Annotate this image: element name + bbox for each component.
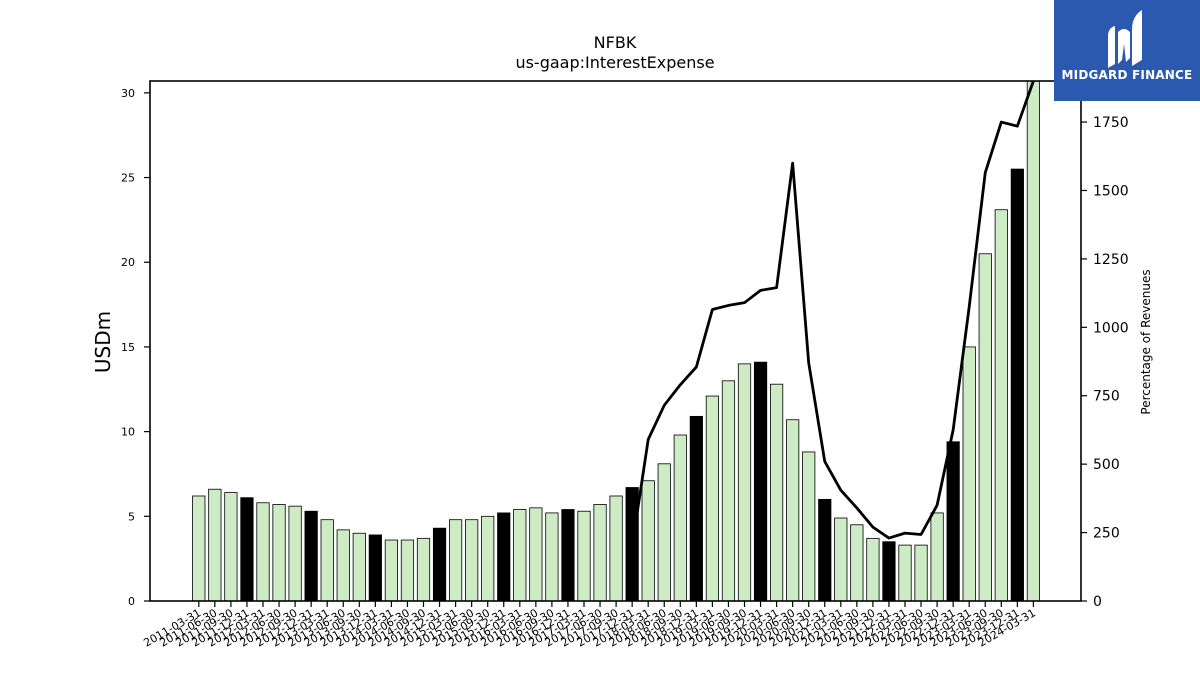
bar-2022-06-30 bbox=[914, 544, 928, 602]
bar-2015-09-30 bbox=[481, 515, 495, 602]
bar-2012-09-30 bbox=[288, 505, 302, 602]
y-tick-label: 0 bbox=[128, 595, 135, 608]
y2-tick-label: 0 bbox=[1093, 594, 1102, 610]
bar-2019-09-30 bbox=[737, 363, 752, 602]
chart-subtitle: us-gaap:InterestExpense bbox=[515, 53, 714, 72]
axes-group: 0510152025300250500750100012501500175020… bbox=[121, 80, 1129, 650]
y-tick-label: 25 bbox=[121, 172, 135, 185]
bar-2011-03-31 bbox=[192, 495, 206, 602]
y2-tick-label: 1750 bbox=[1093, 115, 1129, 131]
bar-2011-06-30 bbox=[208, 488, 222, 602]
y-tick-label: 10 bbox=[121, 426, 135, 439]
bar-2018-03-31 bbox=[641, 480, 655, 602]
bar-2017-03-31 bbox=[577, 510, 591, 602]
bar-2015-03-31 bbox=[448, 519, 463, 602]
bar-2018-09-30 bbox=[673, 434, 687, 602]
bar-2022-03-31 bbox=[898, 544, 912, 602]
bar-2014-03-31 bbox=[384, 539, 399, 602]
bar-2024-03-31 bbox=[1026, 80, 1040, 602]
bar-2021-06-30 bbox=[850, 524, 864, 602]
y2-axis-label: Percentage of Revenues bbox=[1139, 269, 1153, 414]
chart-title: NFBK bbox=[594, 33, 637, 52]
bar-2019-12-31 bbox=[753, 361, 768, 602]
bar-2014-12-31 bbox=[432, 527, 447, 602]
bar-2019-03-31 bbox=[705, 395, 720, 602]
bar-2015-06-30 bbox=[465, 519, 479, 602]
bar-2016-09-30 bbox=[545, 512, 559, 602]
bar-2013-12-31 bbox=[368, 534, 382, 602]
bar-2018-12-31 bbox=[689, 415, 703, 602]
bar-2018-06-30 bbox=[657, 463, 671, 602]
y2-tick-label: 750 bbox=[1093, 389, 1120, 405]
bar-2012-06-30 bbox=[272, 504, 286, 602]
y-tick-label: 30 bbox=[121, 87, 135, 100]
bar-2011-09-30 bbox=[224, 492, 238, 602]
y-tick-label: 5 bbox=[128, 510, 135, 523]
y2-tick-label: 1500 bbox=[1093, 183, 1129, 199]
bar-2023-12-31 bbox=[1010, 168, 1024, 602]
y2-tick-label: 1000 bbox=[1093, 320, 1129, 336]
brand-logo: MIDGARD FINANCE bbox=[1054, 0, 1200, 101]
bar-2020-09-30 bbox=[802, 451, 816, 602]
bar-2020-06-30 bbox=[786, 419, 800, 602]
bar-2013-09-30 bbox=[352, 532, 366, 602]
y-tick-label: 20 bbox=[121, 256, 135, 269]
line-group bbox=[630, 80, 1035, 547]
bar-2017-06-30 bbox=[593, 504, 607, 602]
bar-2022-12-31 bbox=[946, 441, 960, 602]
bar-2012-03-31 bbox=[256, 502, 270, 602]
bar-2022-09-30 bbox=[930, 512, 944, 602]
midgard-logo-icon bbox=[1108, 10, 1142, 68]
y2-tick-label: 1250 bbox=[1093, 252, 1129, 268]
bar-2023-09-30 bbox=[994, 209, 1008, 602]
bar-2016-12-31 bbox=[561, 509, 575, 602]
bar-2021-09-30 bbox=[866, 537, 880, 602]
bar-2023-03-31 bbox=[962, 346, 976, 602]
bar-2020-12-31 bbox=[818, 498, 832, 602]
bar-2016-03-31 bbox=[513, 509, 527, 602]
bar-2021-12-31 bbox=[882, 541, 896, 602]
bar-2021-03-31 bbox=[834, 517, 848, 602]
y2-tick-label: 500 bbox=[1093, 457, 1120, 473]
percentage-line bbox=[630, 80, 1035, 547]
bar-2014-09-30 bbox=[416, 537, 431, 602]
y2-tick-label: 250 bbox=[1093, 526, 1120, 542]
bar-2023-06-30 bbox=[978, 253, 992, 602]
bar-2012-12-31 bbox=[304, 510, 318, 602]
bar-2013-06-30 bbox=[336, 529, 350, 602]
bar-2014-06-30 bbox=[400, 539, 415, 602]
bar-2019-06-30 bbox=[721, 380, 736, 602]
bar-2016-06-30 bbox=[529, 507, 543, 602]
bar-2015-12-31 bbox=[497, 512, 511, 602]
bar-2011-12-31 bbox=[240, 497, 254, 602]
bar-2017-09-30 bbox=[609, 495, 623, 602]
logo-text: MIDGARD FINANCE bbox=[1061, 68, 1193, 82]
bar-2013-03-31 bbox=[320, 519, 334, 602]
bars-group bbox=[192, 80, 1040, 602]
bar-2020-03-31 bbox=[770, 383, 784, 602]
y-axis-label: USDm bbox=[91, 311, 115, 373]
y-tick-label: 15 bbox=[121, 341, 135, 354]
